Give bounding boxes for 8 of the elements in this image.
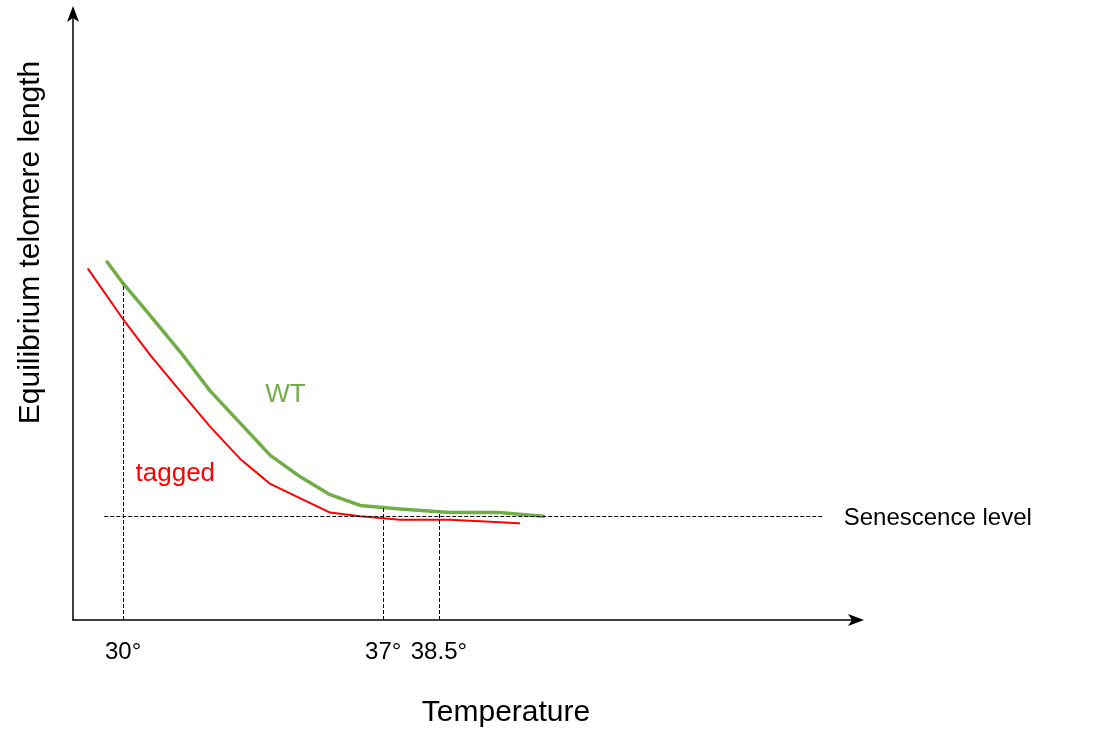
x-tick-label: 37° <box>365 636 402 664</box>
series-label: WT <box>265 378 306 409</box>
series-label: tagged <box>135 456 216 487</box>
y-axis-title: Equilibrium telomere length <box>11 60 45 425</box>
ref-line-label: Senescence level <box>843 502 1032 530</box>
x-tick-label: 30° <box>105 636 142 664</box>
x-axis-title: Temperature <box>421 693 591 727</box>
x-tick-label: 38.5° <box>410 636 468 664</box>
